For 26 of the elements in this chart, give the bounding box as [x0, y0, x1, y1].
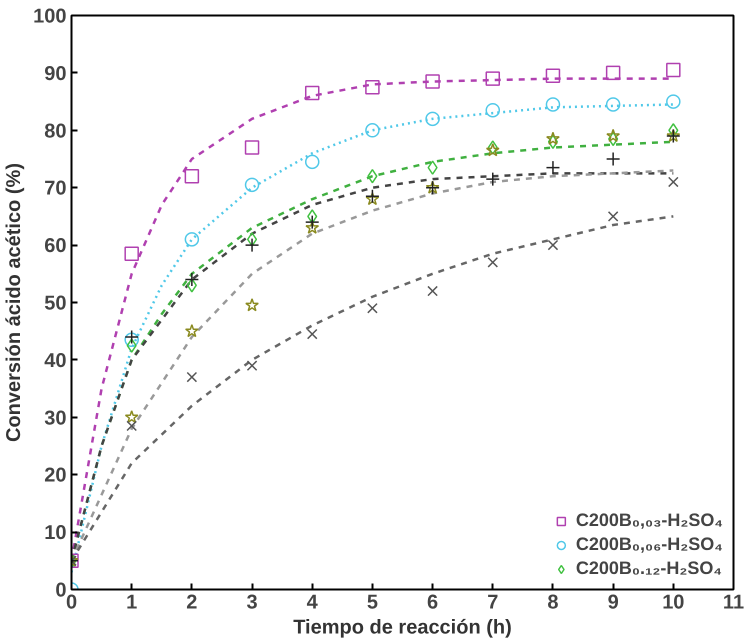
x-tick-label: 11 [722, 592, 744, 614]
y-tick-label: 20 [44, 464, 67, 487]
y-tick-label: 100 [33, 6, 67, 28]
y-tick-label: 10 [44, 522, 67, 544]
legend-label: C200B₀.₁₂-H₂SO₄ [576, 558, 722, 579]
y-tick-label: 30 [44, 407, 67, 430]
y-axis-title: Conversión ácido acético (%) [3, 163, 26, 442]
x-axis-title: Tiempo de reacción (h) [293, 616, 512, 638]
x-tick-label: 1 [126, 592, 138, 614]
y-tick-label: 40 [44, 350, 67, 372]
x-tick-label: 8 [547, 592, 559, 614]
y-tick-label: 70 [44, 178, 67, 200]
y-tick-label: 90 [44, 62, 67, 85]
x-tick-label: 9 [608, 592, 619, 614]
legend-label: C200B₀,₀₃-H₂SO₄ [576, 510, 723, 531]
x-tick-label: 10 [662, 592, 684, 614]
x-tick-label: 6 [427, 592, 438, 614]
legend-label: C200B₀,₀₆-H₂SO₄ [576, 534, 723, 555]
y-tick-label: 50 [44, 292, 67, 314]
x-tick-label: 4 [306, 592, 319, 614]
x-tick-label: 7 [487, 592, 498, 614]
x-tick-label: 5 [366, 592, 378, 614]
y-tick-label: 60 [44, 235, 67, 258]
x-tick-label: 3 [246, 592, 258, 614]
x-tick-label: 2 [186, 592, 198, 614]
y-tick-label: 80 [44, 120, 67, 142]
